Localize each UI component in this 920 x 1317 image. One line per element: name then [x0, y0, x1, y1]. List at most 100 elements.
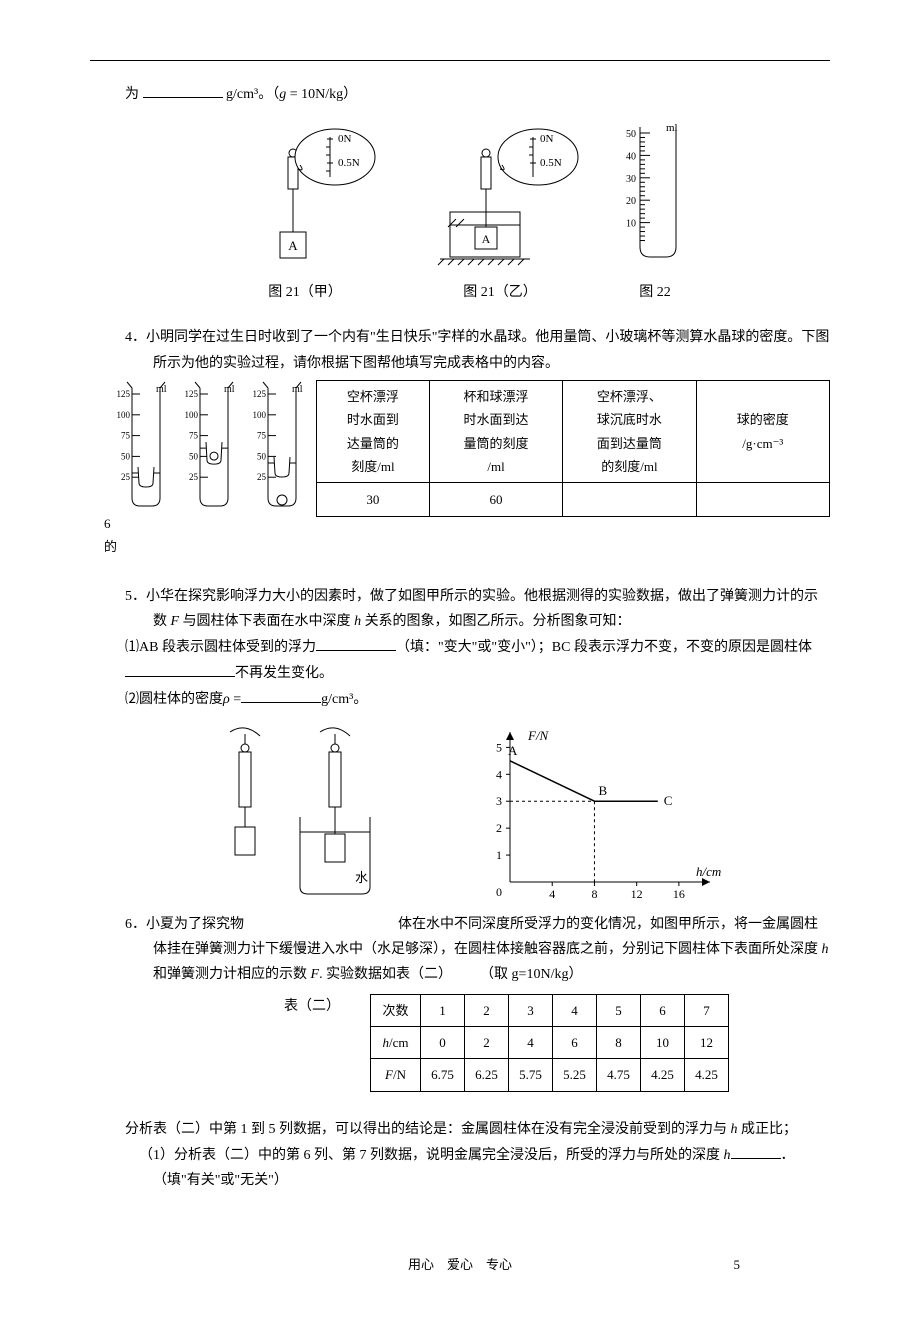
- q6: 6．小夏为了探究物体在水中不同深度所受浮力的变化情况，如图甲所示，将一金属圆柱体…: [90, 912, 830, 1193]
- q5-blank1: [316, 634, 396, 651]
- q4: 4．小明同学在过生日时收到了一个内有"生日快乐"字样的水晶球。他用量筒、小玻璃杯…: [90, 325, 830, 558]
- q6-cell: 7: [685, 994, 729, 1026]
- fig21a: A 0N 0.5N 图 21（甲）: [230, 117, 380, 305]
- svg-text:25: 25: [121, 472, 131, 482]
- fig22-svg: ml 1020304050: [620, 117, 690, 267]
- q5-figures: 水 012345481216F/Nh/cmABC: [90, 722, 830, 902]
- q5-num: 5．: [125, 589, 146, 604]
- q6-cell: 次数: [371, 994, 421, 1026]
- q4-sidenum: 6: [104, 516, 111, 531]
- q6-cell: F/N: [371, 1059, 421, 1091]
- q4-th3: 空杯漂浮、球沉底时水面到达量筒的刻度/ml: [563, 380, 696, 483]
- svg-text:16: 16: [673, 887, 685, 901]
- fig21b-svg: A 0N 0.5N: [420, 117, 580, 267]
- q6-cell: 5.25: [553, 1059, 597, 1091]
- svg-text:125: 125: [253, 389, 267, 399]
- q6-cell: 5: [597, 994, 641, 1026]
- q6-cell: 1: [421, 994, 465, 1026]
- svg-text:50: 50: [189, 451, 199, 461]
- q6-blank1: [731, 1142, 781, 1159]
- q3-unit: g/cm³。（: [226, 87, 279, 102]
- top-rule: [90, 60, 830, 61]
- q4-th2: 杯和球漂浮时水面到达量筒的刻度/ml: [429, 380, 562, 483]
- fig22: ml 1020304050 图 22: [620, 117, 690, 305]
- q4-td1: 30: [317, 483, 430, 517]
- q3-blank: [143, 81, 223, 98]
- footer-motto: 用心 爱心 专心: [408, 1257, 512, 1272]
- q5-sub2: ⑵圆柱体的密度ρ =g/cm³。: [125, 686, 830, 712]
- svg-text:100: 100: [253, 410, 267, 420]
- svg-text:75: 75: [257, 430, 267, 440]
- q6-cell: 4: [509, 1026, 553, 1058]
- svg-text:A: A: [482, 232, 491, 246]
- q3-gval: = 10N/kg）: [286, 87, 357, 102]
- q4-td4: [696, 483, 829, 517]
- q4-td3: [563, 483, 696, 517]
- svg-text:30: 30: [626, 174, 636, 185]
- q4-sidechar: 的: [104, 539, 117, 554]
- svg-text:12: 12: [631, 887, 643, 901]
- svg-text:125: 125: [117, 389, 131, 399]
- svg-text:1: 1: [496, 848, 502, 862]
- q4-th4: 球的密度/g·cm⁻³: [696, 380, 829, 483]
- fig21a-caption: 图 21（甲）: [230, 280, 380, 305]
- q6-cell: 4.25: [641, 1059, 685, 1091]
- svg-text:20: 20: [626, 196, 636, 207]
- svg-text:25: 25: [257, 472, 267, 482]
- q6-cell: h/cm: [371, 1026, 421, 1058]
- q6-cell: 3: [509, 994, 553, 1026]
- q5-graph: 012345481216F/Nh/cmABC: [470, 722, 730, 902]
- svg-text:F/N: F/N: [527, 728, 550, 743]
- q6-cell: 4: [553, 994, 597, 1026]
- q4-td2: 60: [429, 483, 562, 517]
- q4-table: 空杯漂浮时水面到达量筒的刻度/ml 杯和球漂浮时水面到达量筒的刻度/ml 空杯漂…: [316, 380, 830, 518]
- q4-cyl2: ml255075100125: [172, 380, 236, 510]
- q5-blank2: [125, 660, 235, 677]
- q5-sub1: ⑴AB 段表示圆柱体受到的浮力（填："变大"或"变小"）；BC 段表示浮力不变，…: [125, 634, 830, 686]
- svg-text:75: 75: [189, 430, 199, 440]
- footer-page: 5: [734, 1253, 741, 1276]
- q4-cylinders: ml255075100125 ml255075100125 ml25507510…: [104, 380, 304, 510]
- svg-text:0: 0: [496, 885, 502, 899]
- q6-cell: 6.75: [421, 1059, 465, 1091]
- svg-text:水: 水: [355, 870, 368, 885]
- svg-text:40: 40: [626, 151, 636, 162]
- page-footer: 用心 爱心 专心 5: [90, 1253, 830, 1276]
- block-a-label: A: [288, 238, 298, 253]
- q5-blank3: [241, 686, 321, 703]
- q4-num: 4．: [125, 330, 146, 345]
- svg-text:3: 3: [496, 794, 502, 808]
- q6-table: 次数1234567h/cm024681012F/N6.756.255.755.2…: [370, 994, 729, 1092]
- svg-text:0N: 0N: [338, 133, 352, 145]
- svg-text:50: 50: [121, 451, 131, 461]
- fig21a-svg: A 0N 0.5N: [230, 117, 380, 267]
- q6-cell: 8: [597, 1026, 641, 1058]
- q6-cell: 12: [685, 1026, 729, 1058]
- svg-text:100: 100: [117, 410, 131, 420]
- svg-text:8: 8: [591, 887, 597, 901]
- svg-text:10: 10: [626, 219, 636, 230]
- q4-text1: 小明同学在过生日时收到了一个内有"生日快乐"字样的水晶球。他用量筒、小玻璃杯等测…: [146, 330, 829, 370]
- svg-text:4: 4: [549, 887, 555, 901]
- q3-fragment: 为 g/cm³。（g = 10N/kg）: [125, 81, 830, 107]
- q6-sub1: （1）分析表（二）中的第 6 列、第 7 列数据，说明金属完全浸没后，所受的浮力…: [139, 1142, 830, 1193]
- q6-cell: 5.75: [509, 1059, 553, 1091]
- q6-cell: 6.25: [465, 1059, 509, 1091]
- q5: 5．小华在探究影响浮力大小的因素时，做了如图甲所示的实验。他根据测得的实验数据，…: [90, 584, 830, 902]
- q6-cell: 6: [641, 994, 685, 1026]
- svg-text:50: 50: [626, 129, 636, 140]
- q6-cell: 2: [465, 1026, 509, 1058]
- svg-text:C: C: [664, 793, 673, 808]
- q6-cell: 4.25: [685, 1059, 729, 1091]
- q3-figures: A 0N 0.5N 图 21（甲） A: [90, 117, 830, 305]
- q6-concl: 分析表（二）中第 1 到 5 列数据，可以得出的结论是：金属圆柱体在没有完全浸没…: [125, 1117, 830, 1142]
- q5-apparatus: 水: [190, 722, 410, 902]
- svg-text:100: 100: [185, 410, 199, 420]
- svg-text:50: 50: [257, 451, 267, 461]
- q4-th1: 空杯漂浮时水面到达量筒的刻度/ml: [317, 380, 430, 483]
- svg-text:0.5N: 0.5N: [338, 157, 360, 169]
- q6-cell: 4.75: [597, 1059, 641, 1091]
- svg-text:4: 4: [496, 767, 502, 781]
- fig22-caption: 图 22: [620, 280, 690, 305]
- fig21b: A 0N 0.5N 图 21（乙）: [420, 117, 580, 305]
